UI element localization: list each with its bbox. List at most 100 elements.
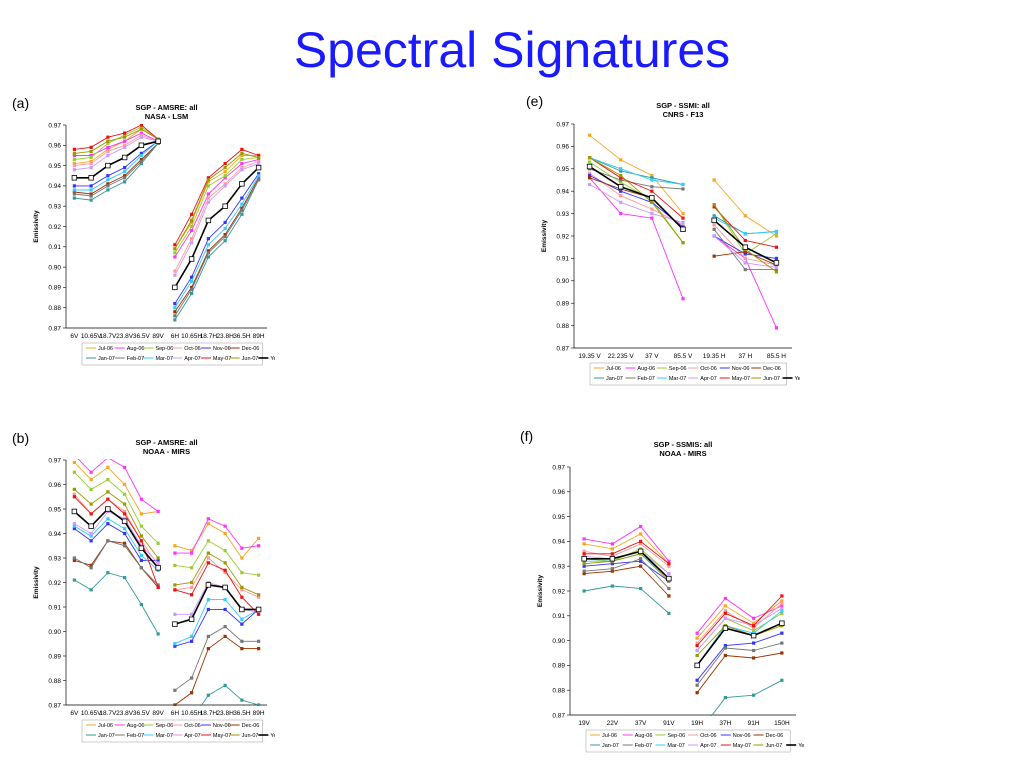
data-point xyxy=(780,678,784,682)
data-point xyxy=(206,192,210,196)
data-point xyxy=(723,604,727,608)
data-point xyxy=(743,261,747,265)
data-point xyxy=(780,651,784,655)
series-line xyxy=(589,168,684,190)
data-point xyxy=(138,545,145,551)
data-point xyxy=(155,565,161,571)
series-line xyxy=(589,165,684,230)
data-point xyxy=(610,552,614,556)
data-point xyxy=(123,531,127,536)
legend-label: Mar-07 xyxy=(669,376,686,382)
legend-label: Apr-07 xyxy=(700,376,717,382)
y-tick-label: 0.87 xyxy=(48,702,61,709)
data-point xyxy=(240,202,244,206)
data-point xyxy=(257,174,261,178)
series-line xyxy=(584,533,670,565)
x-tick-label: 37H xyxy=(719,720,731,727)
data-point xyxy=(752,621,756,625)
data-point xyxy=(72,495,76,499)
data-point xyxy=(139,133,143,137)
series-line xyxy=(74,518,159,571)
data-point xyxy=(257,157,261,162)
x-tick-label: 91V xyxy=(663,720,675,727)
y-tick-label: 0.90 xyxy=(552,638,565,645)
data-point xyxy=(650,178,654,182)
data-point xyxy=(743,256,747,260)
data-point xyxy=(239,181,245,187)
data-point xyxy=(582,589,586,593)
data-point xyxy=(723,596,727,601)
data-point xyxy=(206,196,210,200)
x-tick-label: 150H xyxy=(774,720,790,727)
series-line xyxy=(584,553,670,582)
legend: Jul-06 Aug-06 Sep-06 Oct-06 Nov-06 Dec-06 Jan-… xyxy=(585,729,804,753)
data-point xyxy=(587,176,592,180)
data-point xyxy=(257,593,261,597)
series-line xyxy=(589,157,684,243)
data-point xyxy=(106,539,110,543)
chart-subtitle: CNRS - F13 xyxy=(663,110,704,119)
panel-label-f: (f) xyxy=(520,428,534,444)
data-point xyxy=(173,644,177,648)
data-point xyxy=(89,188,93,192)
series-line xyxy=(589,161,684,243)
data-point xyxy=(190,291,194,296)
data-point xyxy=(743,214,747,218)
data-point xyxy=(240,153,244,158)
data-point xyxy=(173,642,177,646)
data-point xyxy=(223,233,227,237)
data-point xyxy=(89,166,93,170)
slide-title: Spectral Signatures xyxy=(293,22,731,78)
chart-panel-b: SGP - AMSRE: all NOAA - MIRS Emissivity 0.8… xyxy=(30,435,275,747)
data-point xyxy=(123,135,127,139)
y-tick-label: 0.93 xyxy=(48,555,61,562)
data-point xyxy=(619,189,623,193)
series-line xyxy=(174,173,259,304)
data-point xyxy=(206,551,210,555)
legend-label: Oct-06 xyxy=(700,366,717,372)
legend: Jul-06 Aug-06 Sep-06 Oct-06 Nov-06 Dec-06 Jan-… xyxy=(589,362,800,386)
data-point xyxy=(681,182,685,187)
data-point xyxy=(681,212,685,216)
data-point xyxy=(156,509,160,514)
data-point xyxy=(72,168,76,172)
data-point xyxy=(123,541,127,545)
data-point xyxy=(173,544,177,548)
series-line xyxy=(584,565,670,597)
data-point xyxy=(89,149,93,153)
legend-label: Nov-06 xyxy=(213,346,231,352)
data-point xyxy=(106,522,110,526)
data-point xyxy=(780,594,784,598)
series-line xyxy=(174,179,260,321)
data-point xyxy=(650,200,654,204)
series-line xyxy=(174,161,259,272)
data-point xyxy=(190,237,194,241)
data-point xyxy=(173,583,177,587)
data-point xyxy=(712,254,716,258)
data-point xyxy=(106,153,110,158)
y-tick-label: 0.97 xyxy=(48,122,61,129)
legend-label: Year xyxy=(795,376,800,382)
data-point xyxy=(156,632,160,636)
data-point xyxy=(89,531,93,536)
data-point xyxy=(173,269,177,273)
series-line xyxy=(174,167,260,288)
data-point xyxy=(72,147,76,151)
legend-label: Dec-06 xyxy=(242,346,260,352)
data-point xyxy=(72,487,76,491)
x-tick-label: 89V xyxy=(152,710,164,717)
data-point xyxy=(667,572,671,576)
data-point xyxy=(639,564,643,568)
data-point xyxy=(139,524,143,528)
data-point xyxy=(139,124,143,127)
data-point xyxy=(173,318,177,322)
legend-label: Jun-07 xyxy=(765,743,782,749)
y-tick-label: 0.91 xyxy=(556,256,569,263)
data-point xyxy=(743,238,747,243)
data-point xyxy=(619,169,623,173)
series-line xyxy=(174,163,259,276)
data-point xyxy=(712,227,716,231)
data-point xyxy=(639,586,643,591)
x-tick-label: 6V xyxy=(70,710,79,717)
data-point xyxy=(712,214,716,218)
